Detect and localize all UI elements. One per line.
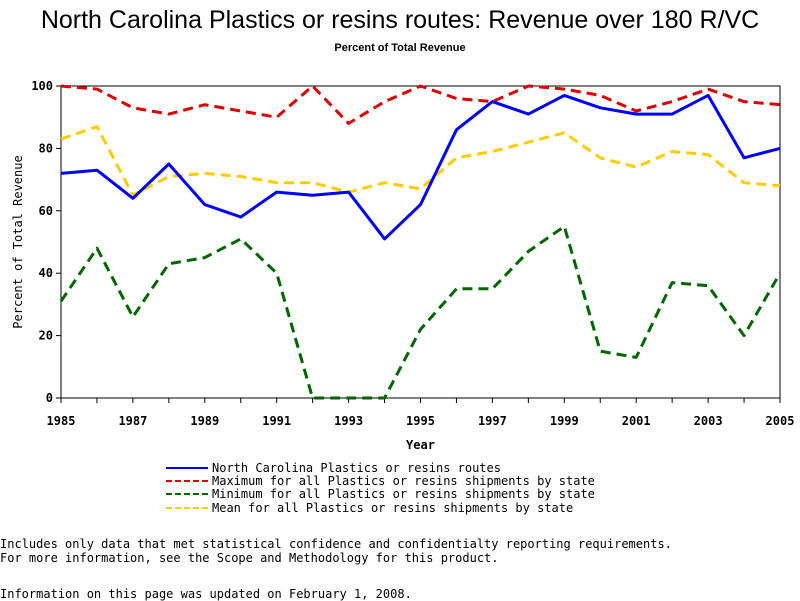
x-tick-label: 1993 xyxy=(334,414,363,428)
legend-label-mean: Mean for all Plastics or resins shipment… xyxy=(212,500,574,515)
legend-item: Mean for all Plastics or resins shipment… xyxy=(166,500,595,515)
x-tick-label: 1997 xyxy=(478,414,507,428)
chart-subtitle: Percent of Total Revenue xyxy=(334,42,466,54)
y-tick-label: 100 xyxy=(31,79,53,93)
legend-swatch-max xyxy=(166,479,208,482)
y-tick-label: 20 xyxy=(39,329,53,343)
y-axis-label: Percent of Total Revenue xyxy=(11,155,25,328)
updated-note: Information on this page was updated on … xyxy=(0,587,412,601)
legend-swatch-nc xyxy=(166,466,208,469)
legend-label-max: Maximum for all Plastics or resins shipm… xyxy=(212,473,595,488)
legend-swatch-min xyxy=(166,493,208,496)
legend-item: North Carolina Plastics or resins routes xyxy=(166,460,595,475)
chart-title: North Carolina Plastics or resins routes… xyxy=(40,6,760,34)
x-tick-label: 1995 xyxy=(406,414,435,428)
series-line-1 xyxy=(60,84,781,125)
y-tick-label: 80 xyxy=(39,141,53,155)
legend: North Carolina Plastics or resins routes… xyxy=(166,460,595,515)
footnote: Includes only data that met statistical … xyxy=(0,537,672,565)
series-line-2 xyxy=(59,224,782,400)
y-tick-label: 60 xyxy=(39,204,53,218)
x-tick-label: 1989 xyxy=(190,414,219,428)
legend-item: Minimum for all Plastics or resins shipm… xyxy=(166,487,595,502)
y-tick-label: 0 xyxy=(46,391,53,405)
x-tick-label: 2005 xyxy=(766,414,795,428)
x-tick-label: 1987 xyxy=(118,414,147,428)
legend-label-min: Minimum for all Plastics or resins shipm… xyxy=(212,487,595,502)
x-tick-label: 1999 xyxy=(550,414,579,428)
x-axis-label: Year xyxy=(406,438,435,452)
x-tick-label: 2001 xyxy=(622,414,651,428)
series-line-3 xyxy=(60,125,781,197)
legend-item: Maximum for all Plastics or resins shipm… xyxy=(166,473,595,488)
legend-swatch-mean xyxy=(166,506,208,509)
footnote-line-1: Includes only data that met statistical … xyxy=(0,537,672,551)
series-line-0 xyxy=(60,93,781,241)
x-tick-label: 1991 xyxy=(262,414,291,428)
plot-frame xyxy=(60,85,781,399)
x-tick-label: 2003 xyxy=(694,414,723,428)
x-tick-label: 1985 xyxy=(47,414,76,428)
legend-label-nc: North Carolina Plastics or resins routes xyxy=(212,460,501,475)
y-tick-label: 40 xyxy=(39,266,53,280)
footnote-line-2: For more information, see the Scope and … xyxy=(0,551,499,565)
